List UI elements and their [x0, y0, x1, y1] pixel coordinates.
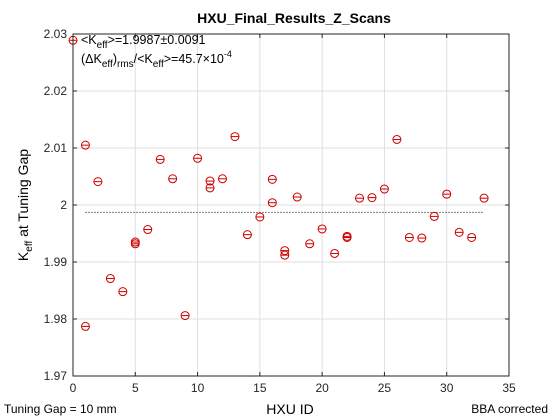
data-point: [180, 311, 190, 321]
x-tick-label: 25: [378, 381, 392, 395]
data-point: [93, 177, 103, 187]
data-point: [442, 189, 452, 199]
data-point: [404, 232, 414, 242]
annotation-rms-eq: >=45.7×10: [164, 52, 224, 66]
data-point: [255, 212, 265, 222]
footer-bba-corrected: BBA corrected: [471, 402, 548, 416]
data-point: [280, 246, 290, 256]
data-point: [417, 233, 427, 243]
data-point: [342, 232, 352, 242]
data-point: [193, 153, 203, 163]
data-point: [305, 239, 315, 249]
data-point: [317, 224, 327, 234]
x-axis-label: HXU ID: [266, 401, 313, 417]
y-tick-label: 1.99: [44, 255, 68, 269]
data-point: [155, 154, 165, 164]
x-tick-label: 10: [191, 381, 205, 395]
data-point: [80, 321, 90, 331]
y-tick-label: 2.02: [44, 84, 68, 98]
annotation-rms-k: K: [94, 52, 103, 66]
annotation-rms: (ΔKeff)rms/<Keff>=45.7×10-4: [81, 49, 232, 70]
x-tick-label: 20: [315, 381, 329, 395]
data-points: [68, 35, 489, 331]
data-point: [217, 174, 227, 184]
data-point: [105, 274, 115, 284]
footer-tuning-gap: Tuning Gap = 10 mm: [4, 402, 117, 416]
x-tick-label: 15: [253, 381, 267, 395]
x-tick-label: 30: [440, 381, 454, 395]
data-point: [230, 132, 240, 142]
data-point: [205, 183, 215, 193]
data-point: [242, 230, 252, 240]
chart-title: HXU_Final_Results_Z_Scans: [197, 10, 391, 26]
data-point: [205, 176, 215, 186]
data-point: [80, 140, 90, 150]
data-point: [330, 248, 340, 258]
y-axis-label-sub: eff: [24, 241, 35, 252]
data-point: [267, 198, 277, 208]
data-point: [292, 192, 302, 202]
axis-ticks: [72, 33, 510, 377]
tick-labels: 0 5 10 15 20 25 30 35 1.97 1.98 1.99 2 2.01 2.02 2.03: [44, 27, 516, 395]
data-point: [467, 232, 477, 242]
annotation-rms-delta: Δ: [85, 52, 93, 66]
y-axis-label-k: K: [15, 251, 31, 261]
data-point: [454, 227, 464, 237]
annotation-mean-close: >=1.9987±0.0091: [108, 33, 206, 47]
annotation-rms-exp: -4: [224, 49, 232, 59]
annotation-rms-k2-sub: eff: [153, 59, 164, 70]
data-point: [143, 225, 153, 235]
y-tick-label: 2.01: [44, 141, 68, 155]
y-tick-label: 1.98: [44, 312, 68, 326]
data-point: [479, 193, 489, 203]
y-axis-label-rest: at Tuning Gap: [15, 149, 31, 241]
x-tick-label: 35: [502, 381, 516, 395]
data-point: [355, 193, 365, 203]
annotation-rms-k-sub: eff: [102, 59, 113, 70]
x-tick-label: 5: [132, 381, 139, 395]
data-point: [379, 184, 389, 194]
data-point: [267, 174, 277, 184]
annotation-mean-open: <K: [81, 33, 97, 47]
y-tick-label: 2.03: [44, 27, 68, 41]
y-tick-label: 1.97: [44, 369, 68, 383]
data-point: [118, 287, 128, 297]
data-point: [280, 250, 290, 260]
annotation-rms-slash: /<K: [134, 52, 154, 66]
x-tick-label: 0: [70, 381, 77, 395]
annotation-rms-sub: rms: [117, 59, 134, 70]
annotation-mean: <Keff>=1.9987±0.0091: [81, 33, 206, 51]
data-point: [168, 174, 178, 184]
data-point: [429, 211, 439, 221]
data-point: [367, 193, 377, 203]
data-point: [392, 134, 402, 144]
y-tick-label: 2: [60, 198, 67, 212]
annotation-rms-paren-close: ): [113, 52, 117, 66]
annotation-rms-paren-open: (: [81, 52, 86, 66]
annotation-mean-sub: eff: [97, 40, 108, 51]
y-axis-label: Keff at Tuning Gap: [15, 149, 35, 261]
data-point: [130, 239, 140, 249]
